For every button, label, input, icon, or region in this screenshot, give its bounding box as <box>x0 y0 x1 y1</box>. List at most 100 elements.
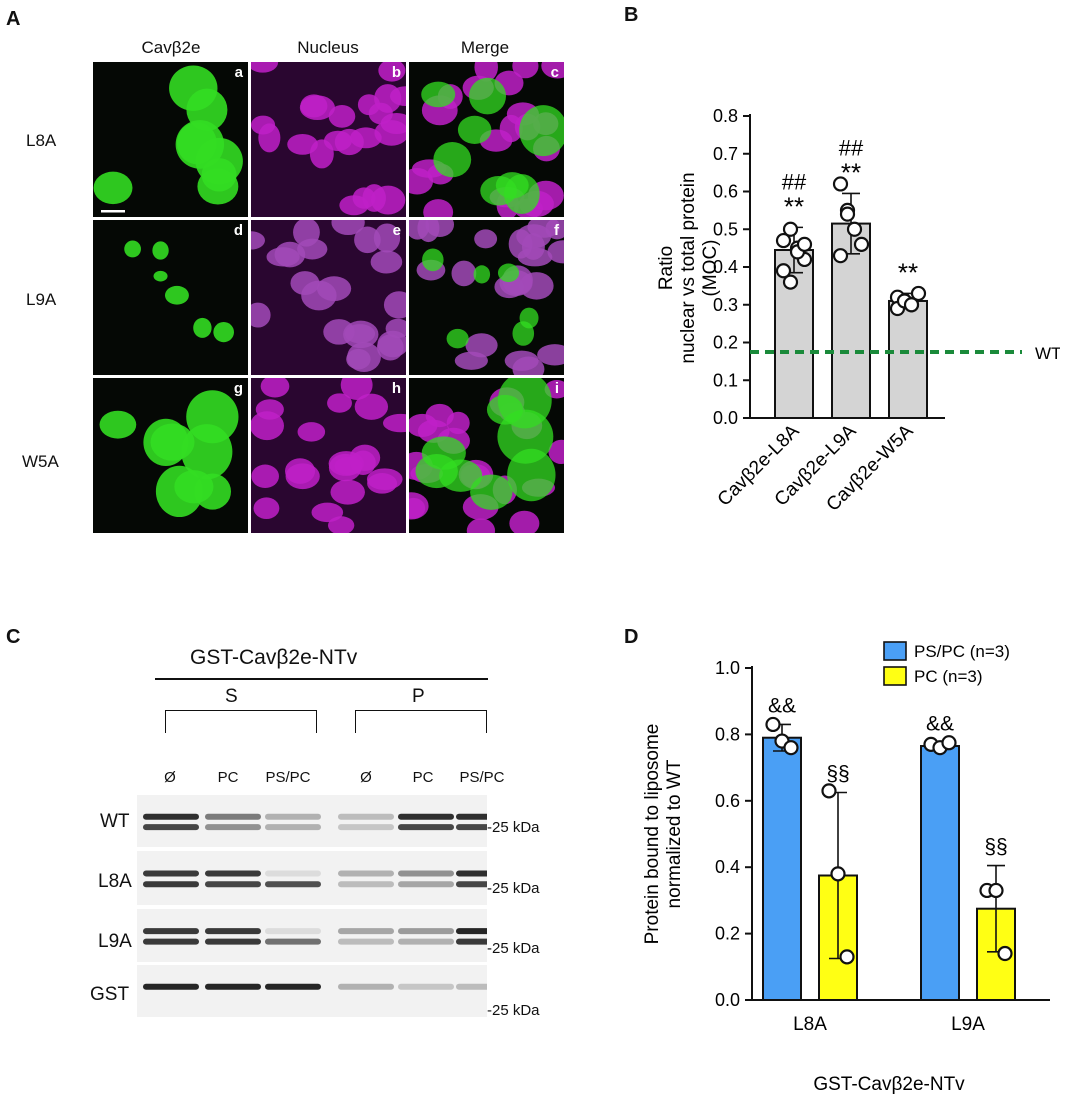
data-point <box>846 221 863 237</box>
blot-band <box>205 928 261 935</box>
row-label-l9a: L9A <box>26 290 57 309</box>
blot-band <box>265 928 321 935</box>
wt-reference-label: WT <box>1035 344 1060 363</box>
data-point <box>821 783 837 799</box>
blot-band <box>338 938 394 945</box>
blot-strip <box>137 795 487 847</box>
significance-label: && <box>926 713 954 736</box>
panel-label-c: C <box>6 626 21 648</box>
microscopy-tile: e <box>251 220 406 375</box>
microscopy-tile: c <box>409 62 564 217</box>
blot-band <box>338 983 394 990</box>
y-axis-label: Ratio nuclear vs total protein (MOC) <box>656 172 721 363</box>
blot-band <box>205 870 261 877</box>
blot-title-rule <box>155 678 488 680</box>
data-point <box>832 248 849 264</box>
legend-label: PS/PC (n=3) <box>914 642 1010 661</box>
blot-band <box>265 870 321 877</box>
blot-band <box>205 983 261 990</box>
column-label-cavb2e: Cavβ2e <box>141 38 201 57</box>
blot-row-label-l9a: L9A <box>98 931 132 952</box>
blot-band <box>398 938 454 945</box>
blot-row-label-wt: WT <box>100 811 130 832</box>
tile-letter: f <box>554 222 559 239</box>
blot-band <box>456 983 487 990</box>
blot-band <box>398 928 454 935</box>
column-label-merge: Merge <box>460 38 510 57</box>
data-point <box>783 740 799 756</box>
x-axis-label: GST-Cavβ2e-NTv <box>813 1074 965 1095</box>
data-point <box>775 232 792 249</box>
blot-band <box>265 881 321 888</box>
bar <box>762 736 802 1001</box>
y-tick-label: 0.7 <box>713 144 738 164</box>
y-tick-label: 1.0 <box>715 658 740 678</box>
lane-label: Ø <box>360 769 372 786</box>
blot-band <box>338 870 394 877</box>
y-tick-label: 0.0 <box>715 990 740 1010</box>
significance-label: ** <box>841 157 861 187</box>
blot-band <box>143 928 199 935</box>
data-point <box>765 716 781 733</box>
data-point <box>775 263 792 279</box>
y-tick-label: 0.4 <box>715 857 740 877</box>
bracket-p <box>355 710 487 733</box>
significance-label: ## <box>782 169 807 194</box>
group-label-s: S <box>225 686 238 707</box>
blot-band <box>398 881 454 888</box>
blot-band <box>338 928 394 935</box>
blot-band <box>265 824 321 831</box>
microscopy-tile: i <box>409 378 564 533</box>
blot-title: GST-Cavβ2e-NTv <box>190 646 358 669</box>
lane-label: PC <box>412 769 434 786</box>
data-point <box>997 945 1013 962</box>
y-axis-label-line: Protein bound to liposome <box>642 724 663 945</box>
blot-band <box>143 824 199 831</box>
blot-band <box>205 813 261 820</box>
blot-strip <box>137 851 487 905</box>
blot-band <box>398 870 454 877</box>
legend-swatch <box>883 641 907 661</box>
y-axis-label-line: normalized to WT <box>664 759 685 908</box>
kda-marker: -25 kDa <box>487 940 540 957</box>
y-tick-label: 0.8 <box>715 724 740 744</box>
y-tick-label: 0.6 <box>713 182 738 202</box>
y-tick-label: 0.0 <box>713 408 738 428</box>
blot-band <box>456 938 487 945</box>
blot-band <box>398 983 454 990</box>
row-label-w5a: W5A <box>22 452 59 471</box>
blot-band <box>456 928 487 935</box>
blot-band <box>456 870 487 877</box>
blot-band <box>143 881 199 888</box>
data-point <box>796 236 813 252</box>
lane-label: PS/PC <box>265 769 311 786</box>
blot-band <box>143 870 199 877</box>
microscopy-tile: b <box>251 62 406 217</box>
lane-label: Ø <box>164 769 176 786</box>
blot-band <box>456 824 487 831</box>
legend-swatch <box>883 666 907 686</box>
microscopy-tile: g <box>93 378 248 533</box>
microscopy-tile: d <box>93 220 248 375</box>
blot-band <box>338 824 394 831</box>
y-tick-label: 0.8 <box>713 106 738 126</box>
significance-label: && <box>768 694 796 717</box>
y-tick-label: 0.4 <box>713 257 738 277</box>
blot-row-label-l8a: L8A <box>98 871 132 892</box>
microscopy-tile: f <box>409 220 564 375</box>
significance-label: §§ <box>984 836 1007 859</box>
tile-letter: c <box>550 64 559 81</box>
category-label: L9A <box>951 1014 985 1035</box>
category-label: L8A <box>793 1014 827 1035</box>
bracket-s <box>165 710 317 733</box>
significance-label: ** <box>898 257 918 287</box>
blot-band <box>456 881 487 888</box>
blot-strip <box>137 965 487 1017</box>
tile-letter: g <box>233 380 243 397</box>
blot-band <box>143 983 199 990</box>
scale-bar <box>101 210 125 213</box>
microscopy-tile: h <box>251 378 406 533</box>
y-axis-label: Protein bound to liposome normalized to W… <box>642 724 685 945</box>
blot-band <box>143 813 199 820</box>
bar <box>920 745 960 1001</box>
